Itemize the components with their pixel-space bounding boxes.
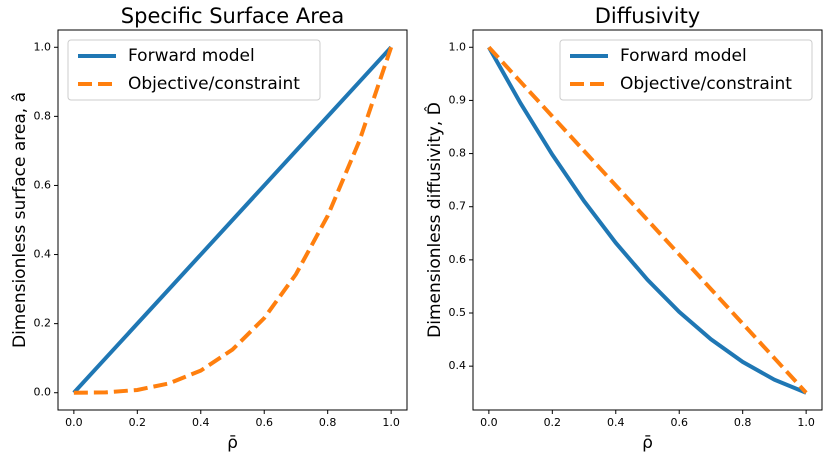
y-tick-label: 0.5 bbox=[449, 306, 467, 319]
series-line bbox=[487, 46, 807, 395]
y-tick-label: 0.8 bbox=[34, 109, 52, 122]
x-tick-label: 0.4 bbox=[607, 416, 625, 429]
plot-frame bbox=[57, 29, 408, 411]
plot-frame bbox=[472, 29, 823, 411]
legend-label: Forward model bbox=[128, 46, 255, 66]
y-tick-label: 0.9 bbox=[449, 93, 467, 106]
chart-title: Diffusivity bbox=[595, 4, 700, 28]
x-tick-label: 1.0 bbox=[382, 416, 400, 429]
series-line bbox=[487, 45, 808, 395]
x-tick-label: 0.0 bbox=[480, 416, 498, 429]
legend-label: Forward model bbox=[620, 46, 747, 66]
y-tick-label: 1.0 bbox=[34, 40, 52, 53]
x-axis-label: ρ̄ bbox=[642, 433, 653, 453]
legend-box bbox=[67, 39, 321, 101]
x-tick-label: 0.6 bbox=[255, 416, 273, 429]
y-axis-label: Dimensionless diffusivity, D̂ bbox=[424, 102, 445, 338]
x-tick-label: 0.2 bbox=[129, 416, 147, 429]
x-tick-label: 0.0 bbox=[65, 416, 83, 429]
y-tick-label: 1.0 bbox=[449, 40, 467, 53]
y-tick-label: 0.8 bbox=[449, 147, 467, 160]
series-line bbox=[73, 46, 394, 395]
y-tick-label: 0.0 bbox=[34, 386, 52, 399]
y-tick-label: 0.6 bbox=[34, 178, 52, 191]
chart-title: Specific Surface Area bbox=[121, 4, 344, 28]
legend-label: Objective/constraint bbox=[128, 74, 300, 94]
x-tick-label: 0.2 bbox=[544, 416, 562, 429]
legend-label: Objective/constraint bbox=[620, 74, 792, 94]
y-tick-label: 0.4 bbox=[449, 359, 467, 372]
x-axis-label: ρ̄ bbox=[227, 433, 238, 453]
y-tick-label: 0.6 bbox=[449, 253, 467, 266]
x-tick-label: 0.8 bbox=[734, 416, 752, 429]
y-tick-label: 0.4 bbox=[34, 248, 52, 261]
x-tick-label: 0.6 bbox=[670, 416, 688, 429]
x-tick-label: 0.4 bbox=[192, 416, 210, 429]
y-tick-label: 0.7 bbox=[449, 200, 467, 213]
legend-box bbox=[559, 39, 813, 101]
y-axis-label: Dimensionless surface area, â bbox=[10, 92, 30, 348]
series-line bbox=[72, 45, 393, 395]
x-tick-label: 1.0 bbox=[797, 416, 815, 429]
x-tick-label: 0.8 bbox=[319, 416, 337, 429]
y-tick-label: 0.2 bbox=[34, 317, 52, 330]
